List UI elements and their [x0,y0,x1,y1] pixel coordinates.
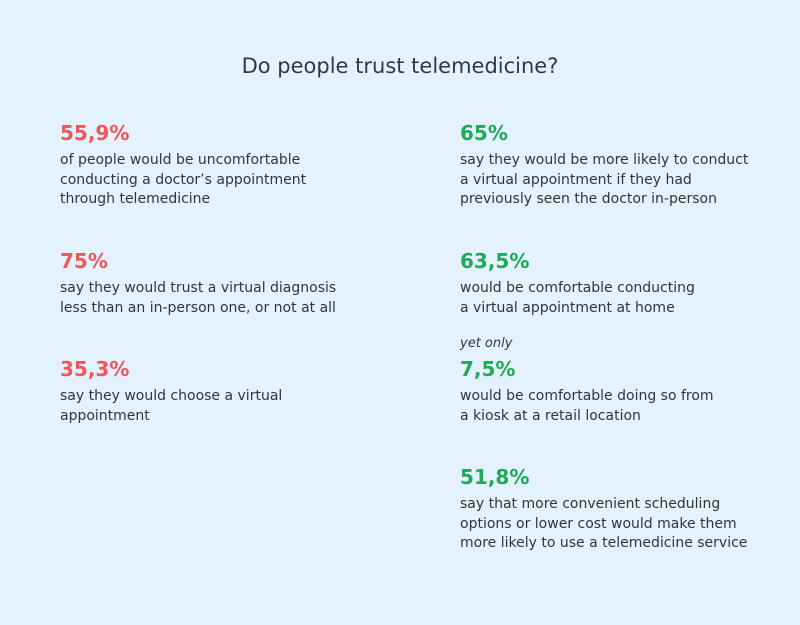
stat-value: 35,3% [60,357,130,381]
stat-description: say they would choose a virtual appointm… [60,388,283,424]
stat-description: say that more convenient scheduling opti… [460,496,748,551]
stat-comfortable-at-home: 63,5% would be comfortable conducting a … [460,248,760,318]
stat-description: say they would be more likely to conduct… [460,152,749,207]
stat-seen-doctor-in-person: 65% say they would be more likely to con… [460,120,760,210]
stat-value: 65% [460,121,508,145]
stat-choose-virtual-appointment: 35,3% say they would choose a virtual ap… [60,356,360,426]
stat-value: 7,5% [460,357,516,381]
stat-description: would be comfortable conducting a virtua… [460,280,695,316]
stat-trust-virtual-diagnosis: 75% say they would trust a virtual diagn… [60,248,360,318]
stat-prefix-yet-only: yet only [460,336,513,351]
stat-description: of people would be uncomfortable conduct… [60,152,307,207]
page-title: Do people trust telemedicine? [241,54,559,78]
stat-comfortable-at-kiosk: 7,5% would be comfortable doing so from … [460,356,760,426]
stat-value: 55,9% [60,121,130,145]
stat-value: 75% [60,249,108,273]
stat-description: say they would trust a virtual diagnosis… [60,280,337,316]
stat-value: 63,5% [460,249,530,273]
stat-description: would be comfortable doing so from a kio… [460,388,714,424]
stat-value: 51,8% [460,465,530,489]
stat-uncomfortable-telemedicine: 55,9% of people would be uncomfortable c… [60,120,360,210]
stat-convenient-scheduling: 51,8% say that more convenient schedulin… [460,464,760,554]
